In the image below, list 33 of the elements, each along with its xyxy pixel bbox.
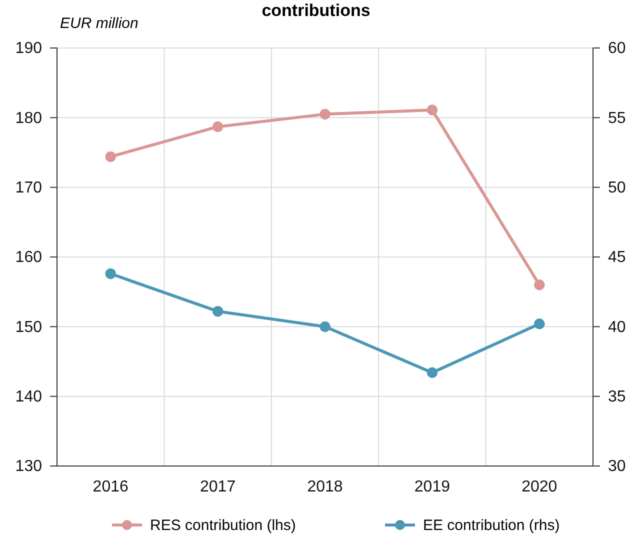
x-tick-label: 2016 [92, 478, 128, 496]
y2-tick-label: 30 [608, 458, 626, 476]
y2-tick-label: 60 [608, 40, 626, 58]
y-tick-label: 180 [15, 110, 42, 127]
y-tick-label: 130 [15, 458, 42, 476]
point [426, 367, 438, 378]
point [212, 306, 224, 317]
y-tick-label: 170 [15, 179, 42, 196]
x-tick-label: 2019 [414, 478, 450, 496]
x-tick-label: 2020 [522, 478, 558, 496]
y2-tick-label: 45 [608, 249, 626, 266]
point [105, 268, 116, 280]
x-tick-label: 2017 [200, 478, 236, 496]
point [320, 108, 330, 120]
y2-tick-label: 50 [608, 179, 626, 196]
point [320, 321, 330, 332]
y-tick-label: 150 [15, 318, 42, 336]
chart-title: contributions [262, 1, 370, 20]
y2-tick-label: 55 [608, 110, 626, 127]
y-tick-label: 190 [15, 40, 42, 58]
point [534, 318, 545, 330]
point [534, 280, 545, 290]
point [212, 121, 224, 132]
y-tick-label: 160 [15, 249, 42, 266]
y-axis-title: EUR million [60, 15, 138, 32]
legend-label: EE contribution (rhs) [423, 517, 560, 534]
x-tick-label: 2018 [307, 478, 343, 496]
legend-label: RES contribution (lhs) [150, 517, 296, 534]
y-tick-label: 140 [15, 388, 42, 406]
y2-tick-label: 35 [608, 388, 626, 406]
point [426, 104, 438, 116]
y2-tick-label: 40 [608, 318, 626, 336]
point [105, 151, 116, 162]
